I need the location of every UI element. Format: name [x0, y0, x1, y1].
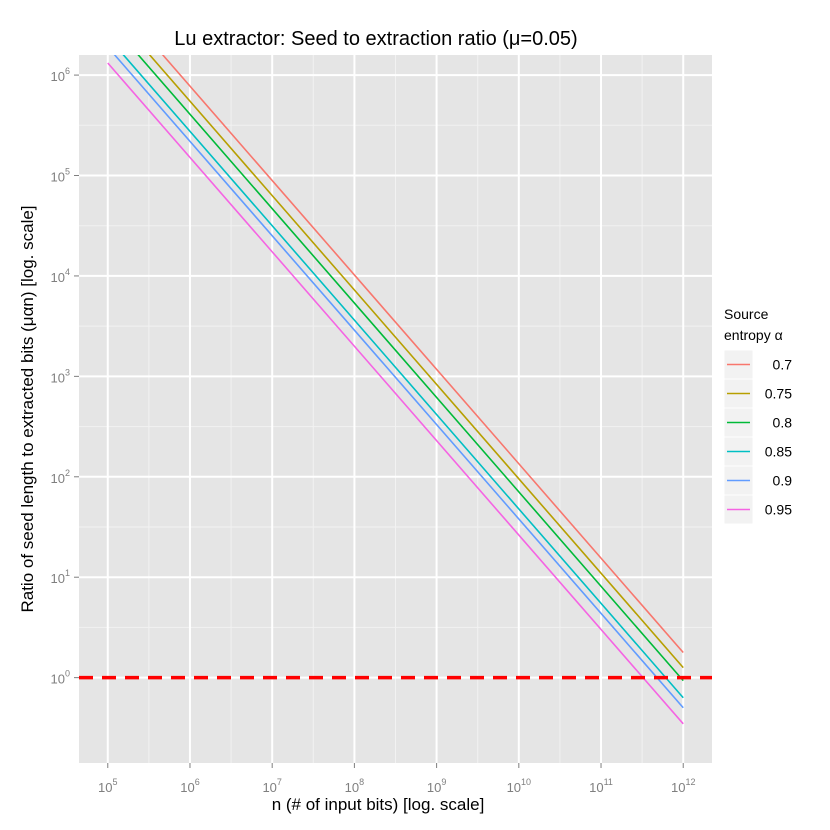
series-lines [107, 55, 684, 725]
series-line-0.8 [137, 55, 684, 682]
x-tick-label: 1012 [671, 777, 695, 795]
series-line-0.85 [122, 55, 684, 699]
x-tick-exp: 6 [195, 777, 200, 787]
y-tick-label: 101 [51, 568, 70, 586]
x-tick-base: 10 [98, 780, 112, 795]
legend: Source entropy α 0.7 0.75 0.8 0.85 0.9 0.95 [723, 306, 793, 525]
x-tick-base: 10 [345, 780, 359, 795]
y-tick-base: 10 [51, 170, 65, 185]
legend-label-0.75: 0.75 [765, 386, 792, 402]
x-tick-exp: 7 [277, 777, 282, 787]
y-tick-exp: 1 [65, 568, 70, 578]
y-tick-exp: 4 [65, 267, 70, 277]
y-tick-label: 105 [51, 167, 70, 185]
x-tick-label: 107 [262, 777, 281, 795]
y-tick-label: 106 [51, 66, 70, 84]
legend-label-0.95: 0.95 [765, 502, 792, 518]
x-tick-exp: 12 [685, 777, 695, 787]
x-axis-title: n (# of input bits) [log. scale] [272, 795, 485, 814]
y-tick-label: 104 [51, 267, 70, 285]
x-tick-base: 10 [671, 780, 685, 795]
series-line-0.7 [161, 55, 684, 654]
y-tick-label: 102 [51, 468, 70, 486]
series-line-0.9 [113, 55, 684, 709]
legend-title-line2: entropy α [724, 327, 783, 343]
y-tick-base: 10 [51, 69, 65, 84]
legend-title-line1: Source [724, 306, 769, 322]
legend-label-0.85: 0.85 [765, 444, 792, 460]
y-tick-base: 10 [51, 571, 65, 586]
x-tick-label: 1010 [507, 777, 531, 795]
legend-items: 0.7 0.75 0.8 0.85 0.9 0.95 [723, 349, 793, 525]
x-axis-ticks: 105 106 107 108 109 1010 1011 1012 [98, 763, 695, 795]
y-tick-base: 10 [51, 471, 65, 486]
chart-title: Lu extractor: Seed to extraction ratio (… [174, 28, 577, 50]
y-tick-exp: 5 [65, 167, 70, 177]
x-tick-exp: 5 [112, 777, 117, 787]
y-tick-base: 10 [51, 270, 65, 285]
x-tick-base: 10 [427, 780, 441, 795]
series-line-0.95 [107, 62, 684, 725]
legend-label-0.7: 0.7 [773, 357, 793, 373]
x-tick-exp: 10 [521, 777, 531, 787]
x-tick-base: 10 [589, 780, 603, 795]
grid-major [79, 55, 712, 763]
x-tick-base: 10 [262, 780, 276, 795]
x-tick-base: 10 [180, 780, 194, 795]
x-tick-label: 105 [98, 777, 117, 795]
legend-label-0.9: 0.9 [773, 473, 793, 489]
x-tick-base: 10 [507, 780, 521, 795]
x-tick-label: 1011 [589, 777, 613, 795]
y-tick-base: 10 [51, 370, 65, 385]
x-tick-exp: 11 [604, 777, 613, 787]
y-tick-exp: 2 [65, 468, 70, 478]
series-line-0.75 [148, 55, 684, 669]
y-tick-label: 100 [51, 669, 70, 687]
x-tick-exp: 9 [441, 777, 446, 787]
y-tick-base: 10 [51, 672, 65, 687]
grid-minor [79, 55, 712, 763]
y-tick-exp: 6 [65, 66, 70, 76]
x-tick-exp: 8 [359, 777, 364, 787]
y-tick-exp: 0 [65, 669, 70, 679]
x-tick-label: 108 [345, 777, 364, 795]
y-axis-title: Ratio of seed length to extracted bits (… [18, 205, 37, 612]
x-tick-label: 109 [427, 777, 446, 795]
legend-label-0.8: 0.8 [773, 415, 793, 431]
x-tick-label: 106 [180, 777, 199, 795]
y-tick-exp: 3 [65, 367, 70, 377]
y-tick-label: 103 [51, 367, 70, 385]
